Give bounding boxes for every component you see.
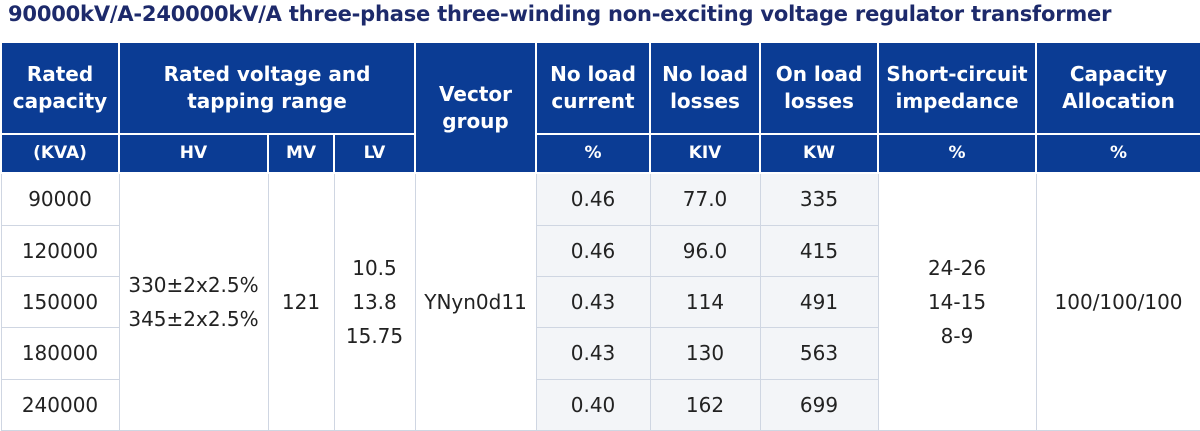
cell-capacity: 90000 xyxy=(0,172,120,226)
header-no-load-losses: No load losses xyxy=(649,41,762,135)
cell-no-load-losses: 162 xyxy=(649,378,761,431)
cell-on-load-losses: 563 xyxy=(759,327,879,380)
cell-on-load-losses: 491 xyxy=(759,275,879,329)
unit-impedance: % xyxy=(877,133,1038,174)
cell-on-load-losses: 699 xyxy=(759,378,879,431)
header-capacity-allocation: Capacity Allocation xyxy=(1035,41,1200,135)
header-rated-voltage: Rated voltage and tapping range xyxy=(117,41,417,135)
unit-current: % xyxy=(535,133,652,174)
cell-capacity: 240000 xyxy=(0,378,120,431)
table-row: 150000 0.43 114 491 xyxy=(0,275,1200,329)
cell-current: 0.43 xyxy=(535,327,651,380)
unit-capacity: (KVA) xyxy=(0,133,120,174)
unit-allocation: % xyxy=(1035,133,1200,174)
cell-no-load-losses: 114 xyxy=(649,275,761,329)
unit-no-load-losses: KIV xyxy=(649,133,762,174)
header-short-circuit-impedance: Short-circuit impedance xyxy=(877,41,1038,135)
header-on-load-losses: On load losses xyxy=(759,41,880,135)
header-no-load-current: No load current xyxy=(535,41,652,135)
table-row: 240000 0.40 162 699 xyxy=(0,378,1200,431)
cell-no-load-losses: 96.0 xyxy=(649,224,761,277)
cell-hv: 330±2x2.5% 345±2x2.5% xyxy=(118,172,269,431)
header-vector-group: Vector group xyxy=(414,41,538,174)
unit-mv: MV xyxy=(267,133,335,174)
cell-on-load-losses: 335 xyxy=(759,172,879,226)
cell-on-load-losses: 415 xyxy=(759,224,879,277)
table-row: 120000 0.46 96.0 415 xyxy=(0,224,1200,277)
cell-mv: 121 xyxy=(267,172,335,431)
header-rated-capacity: Rated capacity xyxy=(0,41,120,135)
cell-impedance: 24-26 14-15 8-9 xyxy=(877,172,1037,431)
unit-lv: LV xyxy=(332,133,417,174)
page-title: 90000kV/A-240000kV/A three-phase three-w… xyxy=(8,2,1112,26)
table-row: 180000 0.43 130 563 xyxy=(0,327,1200,380)
cell-capacity: 180000 xyxy=(0,327,120,380)
unit-hv: HV xyxy=(118,133,269,174)
cell-lv: 10.5 13.8 15.75 xyxy=(333,172,416,431)
table-row: 90000 330±2x2.5% 345±2x2.5% 121 10.5 13.… xyxy=(0,172,1200,431)
cell-current: 0.46 xyxy=(535,224,651,277)
cell-capacity: 150000 xyxy=(0,275,120,329)
cell-current: 0.46 xyxy=(535,172,651,226)
cell-vector-group: YNyn0d11 xyxy=(414,172,537,431)
cell-current: 0.40 xyxy=(535,378,651,431)
cell-capacity: 120000 xyxy=(0,224,120,277)
spec-table: Rated capacity Rated voltage and tapping… xyxy=(0,41,1200,431)
cell-no-load-losses: 77.0 xyxy=(649,172,761,226)
cell-no-load-losses: 130 xyxy=(649,327,761,380)
cell-allocation: 100/100/100 xyxy=(1035,172,1200,431)
unit-on-load-losses: KW xyxy=(759,133,880,174)
cell-current: 0.43 xyxy=(535,275,651,329)
